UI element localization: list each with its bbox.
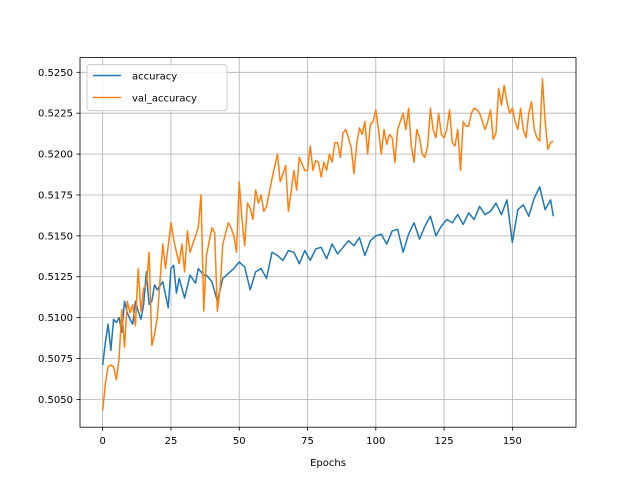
plot-area xyxy=(80,57,576,428)
x-tick-label: 125 xyxy=(435,436,454,447)
y-tick-label: 0.5250 xyxy=(38,68,73,79)
y-tick-label: 0.5175 xyxy=(38,190,73,201)
y-tick-label: 0.5125 xyxy=(38,272,73,283)
x-tick-label: 75 xyxy=(301,436,314,447)
legend: accuracy val_accuracy xyxy=(86,64,228,112)
x-axis-title: Epochs xyxy=(310,458,346,469)
x-tick-label: 0 xyxy=(99,436,105,447)
y-axis: 0.5050 0.5075 0.5100 0.5125 0.5150 0.5175 0.52… xyxy=(38,68,80,406)
x-tick-label: 100 xyxy=(366,436,385,447)
y-tick-label: 0.5100 xyxy=(38,313,73,324)
series-layer xyxy=(101,78,555,411)
legend-box xyxy=(86,64,228,112)
legend-label-accuracy: accuracy xyxy=(132,72,177,83)
series-line-val-accuracy xyxy=(101,78,554,411)
y-tick-label: 0.5075 xyxy=(38,354,73,365)
legend-label-val-accuracy: val_accuracy xyxy=(132,94,197,105)
x-tick-label: 25 xyxy=(165,436,178,447)
y-tick-label: 0.5200 xyxy=(38,150,73,161)
x-axis: 0 25 50 75 100 125 150 xyxy=(99,427,522,447)
y-tick-label: 0.5150 xyxy=(38,231,73,242)
y-tick-label: 0.5225 xyxy=(38,109,73,120)
x-tick-label: 150 xyxy=(503,436,522,447)
plot-frame xyxy=(79,57,577,428)
x-tick-label: 50 xyxy=(233,436,246,447)
y-tick-label: 0.5050 xyxy=(38,395,73,406)
